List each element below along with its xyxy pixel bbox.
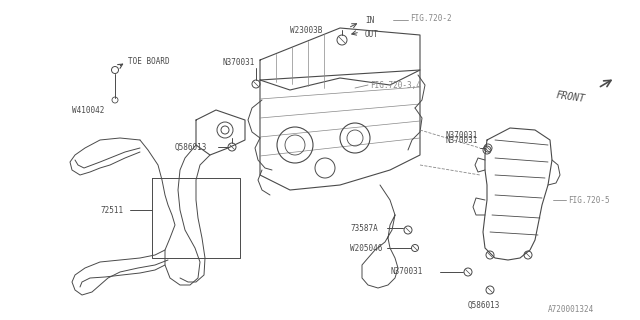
Text: W23003B: W23003B	[290, 26, 323, 35]
Text: Q586013: Q586013	[175, 142, 207, 151]
Text: 72511: 72511	[100, 205, 123, 214]
Text: W205046: W205046	[350, 244, 382, 252]
Text: FIG.720-2: FIG.720-2	[410, 13, 452, 22]
Text: OUT: OUT	[365, 29, 379, 38]
Text: A720001324: A720001324	[548, 306, 595, 315]
Text: N370031: N370031	[222, 58, 254, 67]
Text: FIG.720-5: FIG.720-5	[568, 196, 610, 204]
Text: TOE BOARD: TOE BOARD	[128, 57, 170, 66]
Text: W410042: W410042	[72, 106, 104, 115]
Text: IN: IN	[365, 15, 374, 25]
Text: N370031: N370031	[445, 135, 477, 145]
Text: N370031: N370031	[390, 268, 422, 276]
Text: N370031: N370031	[445, 131, 477, 140]
Text: 73587A: 73587A	[350, 223, 378, 233]
Text: FIG.720-3,4: FIG.720-3,4	[370, 81, 421, 90]
Text: FRONT: FRONT	[556, 90, 586, 104]
Text: Q586013: Q586013	[468, 300, 500, 309]
